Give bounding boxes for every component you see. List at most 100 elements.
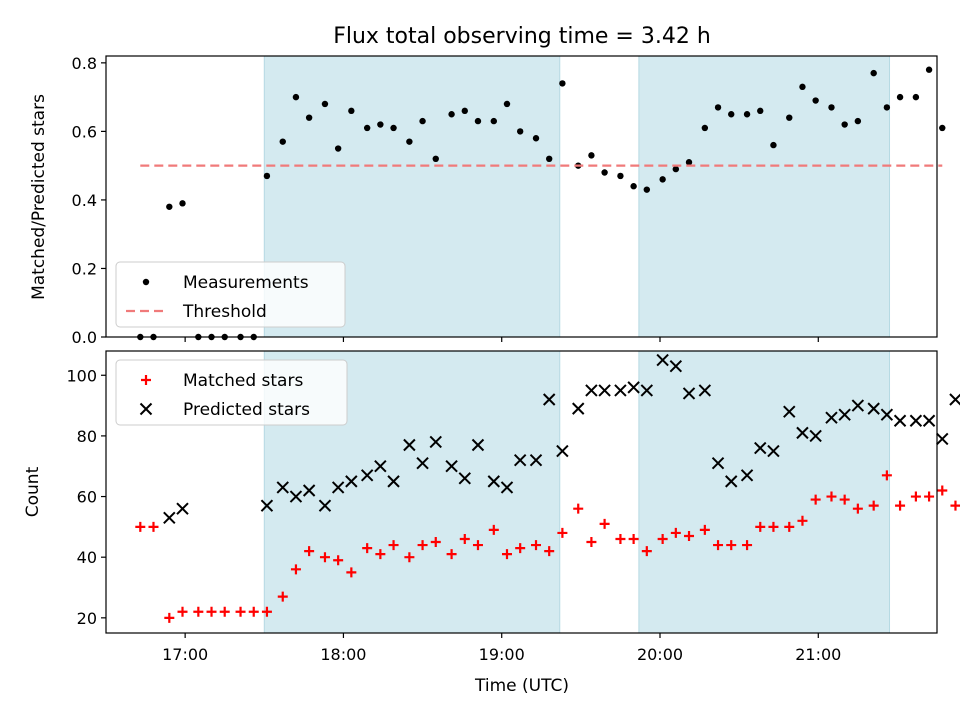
- ratio-panel: 0.0 0.2 0.4 0.6 0.8 Measurements Threshold: [72, 54, 946, 347]
- predicted-stars-point: [429, 435, 442, 449]
- predicted-stars-point: [260, 499, 274, 512]
- predicted-stars-point: [909, 414, 923, 427]
- predicted-stars-point: [445, 460, 458, 473]
- matched-stars-point: [868, 500, 879, 511]
- matched-stars-point: [544, 546, 555, 557]
- matched-stars-point: [248, 606, 259, 617]
- measurements-point: [896, 93, 904, 101]
- predicted-stars-point: [783, 405, 796, 418]
- predicted-stars-point: [851, 399, 865, 412]
- measurements-point: [617, 172, 624, 180]
- measurements-point: [685, 159, 693, 166]
- predicted-stars-point: [725, 475, 738, 488]
- count-panel: 20 40 60 80 100 17:00 18:00 19:00 20:00 21:00 Matc…: [66, 350, 960, 664]
- predicted-stars-point: [572, 402, 585, 415]
- matched-stars-point: [699, 524, 710, 535]
- predicted-stars-point: [176, 502, 189, 515]
- legend-marker-x: [139, 402, 153, 416]
- matched-stars-point: [219, 606, 230, 617]
- predicted-stars-point: [922, 414, 936, 427]
- matched-stars-point: [599, 518, 610, 529]
- legend-box: [115, 359, 348, 426]
- predicted-stars-point: [500, 481, 514, 494]
- measurements-point: [714, 104, 722, 111]
- measurements-point: [516, 128, 524, 135]
- predicted-stars-point: [949, 393, 960, 406]
- predicted-stars-point: [796, 426, 809, 440]
- predicted-stars-point: [893, 414, 907, 427]
- matched-stars-point: [557, 527, 568, 538]
- matched-stars-point: [148, 521, 159, 532]
- predicted-stars-point: [809, 429, 822, 443]
- measurements-point: [643, 186, 651, 193]
- legend-label: Measurements: [183, 273, 309, 293]
- measurements-point: [532, 135, 540, 142]
- x-tick-label: 21:00: [795, 645, 841, 664]
- matched-stars-point: [852, 503, 863, 514]
- matched-stars-point: [573, 503, 584, 514]
- measurements-point: [448, 111, 455, 118]
- matched-stars-point: [810, 494, 821, 505]
- predicted-stars-point: [867, 402, 880, 415]
- x-tick-label: 17:00: [162, 645, 208, 664]
- shaded-span-2: [638, 55, 891, 338]
- measurements-point: [601, 169, 608, 176]
- measurements-point: [348, 107, 355, 115]
- predicted-stars-point: [276, 481, 289, 494]
- predicted-stars-point: [331, 481, 345, 494]
- matched-stars-point: [950, 500, 960, 511]
- predicted-stars-point: [585, 384, 598, 397]
- measurements-point: [757, 107, 764, 115]
- chart-title: Flux total observing time = 3.42 h: [333, 24, 711, 49]
- legend-marker-dot: [142, 278, 150, 286]
- measurements-point: [166, 203, 173, 210]
- measurements-point: [321, 100, 329, 108]
- matched-stars-point: [910, 491, 921, 502]
- matched-stars-point: [881, 470, 892, 481]
- matched-stars-point: [784, 521, 795, 532]
- axes-frame-1: [105, 55, 938, 338]
- predicted-stars-point: [556, 444, 569, 458]
- axes-frame-2: [105, 350, 938, 634]
- matched-stars-point: [726, 540, 737, 551]
- measurements-point: [870, 69, 877, 77]
- measurements-point: [743, 111, 751, 118]
- matched-stars-point: [304, 546, 315, 557]
- measurements-point: [672, 165, 680, 173]
- top-y-axis-label: Matched/Predicted stars: [29, 94, 49, 300]
- measurements-point: [939, 124, 946, 132]
- matched-stars-point: [670, 527, 681, 538]
- legend-box: [115, 261, 346, 328]
- predicted-stars-point: [163, 511, 176, 524]
- matched-stars-point: [657, 534, 668, 544]
- measurements-point: [419, 117, 426, 125]
- measurements-point: [490, 117, 497, 125]
- matched-stars-point: [135, 521, 146, 532]
- predicted-stars-point: [598, 384, 611, 397]
- measurements-point: [799, 83, 806, 91]
- predicted-stars-point: [416, 456, 429, 470]
- predicted-stars-point: [825, 411, 838, 424]
- legend-label: Matched stars: [183, 371, 303, 391]
- predicted-stars-point: [403, 438, 416, 452]
- matched-stars-point: [319, 552, 330, 563]
- x-axis-label: Time (UTC): [474, 676, 569, 696]
- matched-stars-point: [684, 530, 695, 541]
- measurements-point: [701, 124, 709, 132]
- measurements-point: [461, 107, 468, 115]
- predicted-stars-point: [289, 490, 303, 503]
- measurements-point: [559, 80, 566, 87]
- predicted-stars-point: [302, 484, 316, 497]
- predicted-stars-point: [458, 472, 471, 485]
- predicted-stars-point: [740, 469, 754, 482]
- matched-stars-point: [459, 534, 470, 544]
- matched-stars-point: [628, 534, 639, 544]
- legend-2: Matched stars Predicted stars: [115, 359, 348, 426]
- predicted-stars-point: [767, 444, 780, 458]
- matched-stars-point: [515, 543, 526, 554]
- matched-stars-point: [333, 555, 344, 566]
- matched-stars-point: [417, 540, 428, 551]
- predicted-stars-point: [640, 384, 654, 397]
- measurements-point: [588, 152, 595, 159]
